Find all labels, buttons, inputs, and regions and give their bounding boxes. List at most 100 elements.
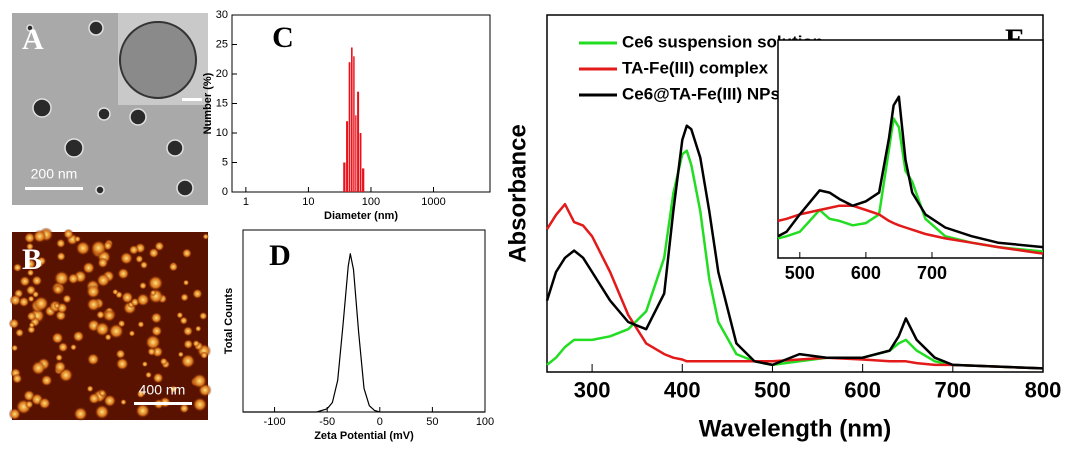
x-axis-title: Wavelength (nm)	[699, 416, 891, 443]
afm-dot	[12, 373, 23, 384]
afm-dot	[199, 311, 208, 321]
afm-dot	[26, 269, 35, 277]
chart: 1 10 100 1000 0 5 10 15 20 25 30 Diameter (nm) Numbe…	[202, 9, 491, 222]
afm-dot	[15, 328, 24, 338]
afm-dot	[38, 397, 51, 410]
afm-dot	[183, 339, 194, 350]
afm-dot	[24, 232, 36, 244]
afm-dot	[52, 284, 63, 295]
inset-scale-bar	[182, 98, 202, 101]
bar	[357, 91, 360, 192]
afm-dot	[108, 323, 124, 339]
panel-label: C	[272, 21, 294, 54]
afm-dot	[182, 326, 194, 337]
afm-dot	[128, 330, 136, 337]
afm-dot	[25, 242, 34, 251]
series-line	[777, 95, 1044, 249]
bar	[359, 133, 362, 192]
scale-bar	[134, 402, 192, 405]
afm-dot	[192, 397, 208, 412]
afm-dot	[121, 291, 134, 304]
afm-dot	[159, 357, 168, 366]
afm-dot	[115, 357, 129, 371]
afm-dot	[74, 235, 81, 243]
afm-dot	[117, 267, 130, 280]
series-line	[545, 124, 1044, 370]
afm-dot	[179, 403, 190, 414]
plot-frame	[242, 229, 486, 413]
y-tick-label: 0	[222, 186, 228, 198]
y-tick-label: 15	[216, 97, 228, 109]
afm-dot	[55, 353, 63, 362]
x-tick-label: 700	[934, 378, 971, 403]
afm-dot	[33, 295, 49, 312]
chart: -100 -50 0 50 100 Zeta Potential (mV) Total Co…	[223, 229, 494, 442]
y-tick-label: 20	[216, 68, 228, 80]
bar	[346, 121, 349, 192]
afm-dot	[135, 403, 151, 419]
afm-dot	[137, 320, 145, 328]
chart: 500 600 700	[777, 39, 1044, 283]
afm-dot	[25, 400, 34, 409]
afm-dot	[192, 288, 203, 299]
afm-dot	[19, 275, 31, 287]
afm-dot	[141, 361, 148, 368]
afm-dot	[136, 293, 150, 307]
afm-dot	[200, 351, 208, 359]
x-axis-title: Zeta Potential (mV)	[314, 430, 414, 442]
afm-dots	[8, 227, 212, 421]
afm-dot	[135, 254, 144, 264]
afm-dot	[97, 257, 109, 269]
y-tick-label: 30	[216, 9, 228, 21]
afm-dot	[136, 389, 145, 399]
inset-particle	[119, 21, 197, 99]
afm-dot	[40, 374, 53, 387]
afm-dot	[82, 261, 95, 275]
afm-dot	[70, 343, 77, 351]
x-tick-label: 700	[917, 263, 947, 283]
x-tick-label: -50	[319, 416, 335, 428]
afm-dot	[202, 233, 209, 240]
legend-label: Ce6 suspension solution	[622, 32, 823, 51]
afm-dot	[90, 240, 107, 256]
x-tick-label: 600	[844, 378, 881, 403]
x-tick-label: 500	[785, 263, 815, 283]
afm-dot	[32, 290, 40, 298]
afm-dot	[139, 261, 148, 270]
legend-label: TA-Fe(III) complex	[622, 58, 769, 77]
afm-dot	[9, 294, 22, 307]
legend-label: Ce6@TA-Fe(III) NPs	[622, 84, 780, 103]
y-axis-title: Total Counts	[223, 288, 235, 354]
afm-dot	[177, 351, 184, 358]
afm-dot	[119, 251, 133, 265]
afm-dot	[56, 238, 66, 249]
afm-dot	[139, 281, 147, 290]
particles	[26, 20, 194, 197]
afm-dot	[148, 247, 160, 259]
scale-bar-label: 400 nm	[139, 382, 186, 398]
afm-dot	[86, 385, 94, 393]
afm-dot	[13, 263, 22, 273]
y-tick-label: 25	[216, 38, 228, 50]
afm-dot	[180, 293, 189, 302]
afm-dot	[62, 294, 72, 304]
afm-dot	[128, 244, 139, 255]
x-tick-label: 300	[574, 378, 611, 403]
afm-dot	[73, 406, 88, 421]
y-tick-label: 10	[216, 127, 228, 139]
x-tick-label: 800	[1025, 378, 1062, 403]
panel-label: A	[22, 23, 44, 56]
afm-dot	[195, 325, 202, 332]
panel-b: B 400 nm	[8, 227, 212, 421]
afm-dot	[86, 353, 100, 366]
x-tick-label: 100	[476, 416, 494, 428]
afm-dot	[168, 262, 179, 272]
afm-dot	[53, 302, 61, 309]
y-axis-title: Number (%)	[202, 72, 214, 134]
afm-dot	[120, 399, 127, 406]
x-tick-label: 1000	[421, 196, 445, 208]
afm-dot	[147, 275, 164, 291]
afm-dot	[8, 407, 21, 421]
plot-frame	[777, 39, 1044, 259]
